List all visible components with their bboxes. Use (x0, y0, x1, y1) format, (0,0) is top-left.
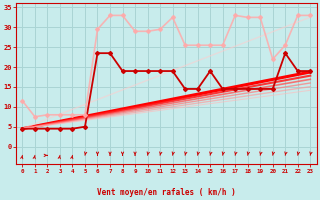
X-axis label: Vent moyen/en rafales ( km/h ): Vent moyen/en rafales ( km/h ) (97, 188, 236, 197)
